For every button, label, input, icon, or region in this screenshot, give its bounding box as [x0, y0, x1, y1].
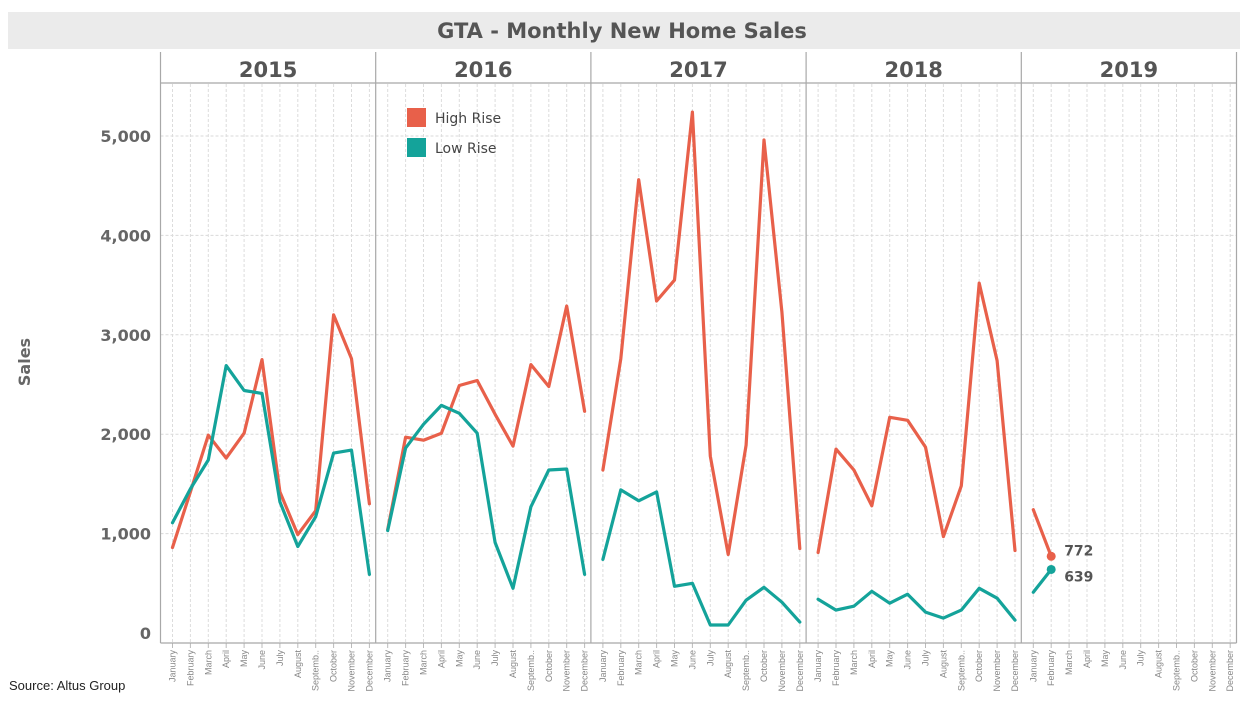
month-tick-label: February	[401, 650, 411, 687]
month-tick-label: January	[383, 650, 393, 683]
series-line-low-rise	[816, 586, 1017, 622]
source-note: Source: Altus Group	[9, 678, 126, 693]
month-tick-label: June	[1118, 650, 1128, 670]
panel-year-label: 2016	[454, 58, 512, 82]
month-tick-label: June	[687, 650, 697, 670]
month-tick-label: July	[921, 650, 931, 667]
month-tick-label: July	[705, 650, 715, 667]
series-line-high-rise	[1031, 508, 1053, 558]
month-tick-label: August	[293, 650, 303, 679]
month-tick-label: May	[670, 650, 680, 668]
series-line-high-rise	[170, 313, 371, 550]
y-tick-label: 4,000	[100, 226, 151, 245]
y-tick-label: 5,000	[100, 127, 151, 146]
y-tick-label: 1,000	[100, 525, 151, 544]
month-tick-label: July	[1136, 650, 1146, 667]
end-point-marker	[1046, 564, 1056, 574]
month-tick-label: April	[1082, 650, 1092, 668]
month-tick-label: November	[992, 650, 1002, 692]
month-tick-label: August	[1154, 650, 1164, 679]
month-tick-label: November	[1207, 650, 1217, 692]
month-tick-label: March	[634, 650, 644, 675]
series-line-high-rise	[816, 281, 1017, 555]
month-tick-label: April	[652, 650, 662, 668]
panel-year-label: 2018	[884, 58, 942, 82]
legend-swatch	[407, 138, 426, 157]
month-tick-label: July	[275, 650, 285, 667]
month-tick-label: December	[1010, 650, 1020, 692]
month-tick-label: December	[795, 650, 805, 692]
y-tick-label: 0	[140, 624, 151, 643]
month-tick-label: June	[472, 650, 482, 670]
legend-swatch	[407, 108, 426, 127]
month-tick-label: May	[454, 650, 464, 668]
month-tick-label: November	[347, 650, 357, 692]
month-tick-label: May	[1100, 650, 1110, 668]
y-axis-label: Sales	[15, 338, 34, 386]
month-tick-label: February	[831, 650, 841, 687]
month-tick-label: April	[221, 650, 231, 668]
month-tick-label: Septemb..	[1172, 650, 1182, 691]
month-tick-label: February	[616, 650, 626, 687]
month-tick-label: October	[759, 650, 769, 682]
series-line-high-rise	[601, 110, 802, 557]
month-tick-label: Septemb..	[311, 650, 321, 691]
y-tick-label: 2,000	[100, 425, 151, 444]
month-tick-label: January	[813, 650, 823, 683]
month-tick-label: August	[723, 650, 733, 679]
series-line-low-rise	[601, 488, 802, 627]
month-tick-label: March	[203, 650, 213, 675]
month-tick-label: March	[1064, 650, 1074, 675]
chart-title: GTA - Monthly New Home Sales	[437, 19, 807, 43]
month-tick-label: December	[580, 650, 590, 692]
month-tick-label: August	[938, 650, 948, 679]
month-tick-label: February	[185, 650, 195, 687]
month-tick-label: March	[849, 650, 859, 675]
axis-labels: 0 1,000 2,000 3,000 4,000 5,000 January Februar…	[100, 58, 1235, 692]
month-tick-label: Septemb..	[526, 650, 536, 691]
y-tick-label: 3,000	[100, 326, 151, 345]
series-lines: 772 639	[170, 110, 1093, 627]
month-tick-label: December	[364, 650, 374, 692]
end-point-marker	[1046, 551, 1056, 561]
panel-year-label: 2019	[1100, 58, 1158, 82]
series-line-low-rise	[386, 403, 587, 590]
month-tick-label: February	[1046, 650, 1056, 687]
series-line-high-rise	[386, 304, 587, 532]
legend: High Rise Low Rise	[407, 108, 501, 157]
month-tick-label: May	[239, 650, 249, 668]
month-tick-label: November	[777, 650, 787, 692]
month-tick-label: June	[903, 650, 913, 670]
month-tick-label: January	[1028, 650, 1038, 683]
month-tick-label: May	[885, 650, 895, 668]
end-value-label: 772	[1064, 543, 1093, 559]
month-tick-label: October	[1189, 650, 1199, 682]
panel-frames	[159, 52, 1238, 648]
month-tick-label: November	[562, 650, 572, 692]
end-value-label: 639	[1064, 569, 1093, 585]
month-tick-label: August	[508, 650, 518, 679]
legend-label: High Rise	[435, 111, 501, 127]
panel-year-label: 2015	[239, 58, 297, 82]
month-tick-label: June	[257, 650, 267, 670]
month-tick-label: January	[598, 650, 608, 683]
legend-label: Low Rise	[435, 141, 497, 157]
month-tick-label: December	[1225, 650, 1235, 692]
month-tick-label: July	[490, 650, 500, 667]
month-tick-label: April	[867, 650, 877, 668]
month-tick-label: Septemb..	[741, 650, 751, 691]
month-tick-label: October	[974, 650, 984, 682]
chart-title-band	[8, 12, 1240, 49]
month-tick-label: Septemb..	[956, 650, 966, 691]
series-line-low-rise	[1031, 567, 1053, 594]
panel-year-label: 2017	[669, 58, 727, 82]
month-tick-label: October	[329, 650, 339, 682]
month-tick-label: April	[436, 650, 446, 668]
series-line-low-rise	[170, 364, 371, 577]
month-tick-label: March	[419, 650, 429, 675]
month-tick-label: January	[168, 650, 178, 683]
month-tick-label: October	[544, 650, 554, 682]
